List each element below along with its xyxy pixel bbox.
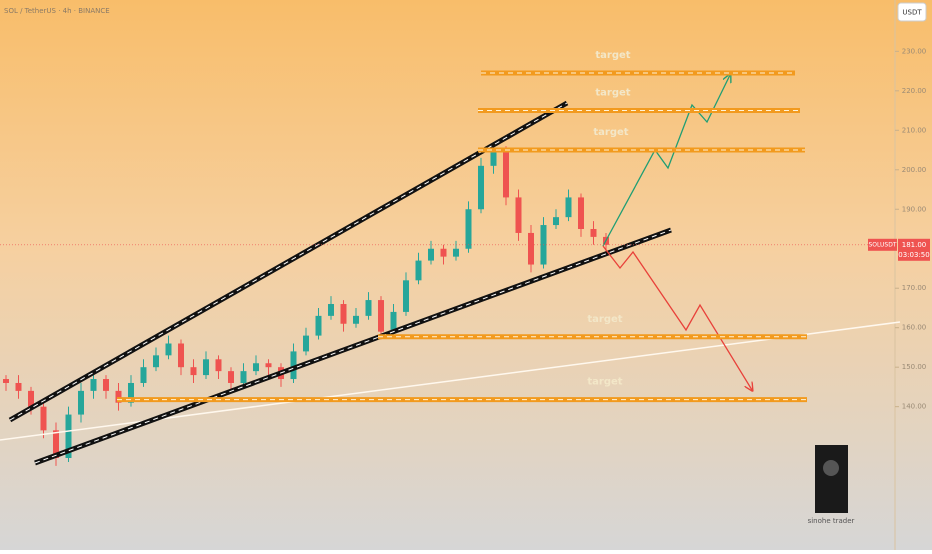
symbol-title: SOL / TetherUS · 4h · BINANCE bbox=[4, 7, 110, 15]
candle-body bbox=[90, 379, 97, 391]
y-tick-label: 150.00 bbox=[902, 363, 927, 371]
candle-body bbox=[353, 315, 359, 324]
candle-body bbox=[65, 414, 72, 458]
y-tick-label: 210.00 bbox=[902, 126, 927, 134]
candle-body bbox=[428, 248, 434, 261]
candle-body bbox=[3, 379, 9, 383]
candle-body bbox=[478, 165, 484, 210]
y-tick-label: 140.00 bbox=[902, 403, 927, 411]
candle-body bbox=[403, 280, 409, 312]
candle-body bbox=[365, 300, 372, 316]
candle-body bbox=[228, 371, 234, 383]
candle-body bbox=[515, 197, 522, 233]
candle-body bbox=[390, 311, 397, 332]
lower-trendline-dash bbox=[34, 229, 672, 464]
candle-body bbox=[115, 390, 122, 403]
candle-body bbox=[528, 232, 534, 265]
bull-path bbox=[602, 75, 730, 247]
candles bbox=[3, 142, 609, 466]
candle-body bbox=[303, 335, 309, 352]
candle-body bbox=[128, 382, 134, 403]
y-tick-label: 160.00 bbox=[902, 324, 927, 332]
upper-trendline-dash bbox=[9, 102, 568, 421]
y-tick-label: 170.00 bbox=[902, 284, 927, 292]
candle-body bbox=[153, 355, 159, 368]
candle-body bbox=[240, 371, 247, 383]
symbol-badge bbox=[868, 238, 897, 251]
candle-body bbox=[253, 363, 259, 372]
candle-body bbox=[328, 304, 334, 316]
target-label: target bbox=[587, 314, 622, 325]
y-tick-label: 220.00 bbox=[902, 87, 927, 95]
symbol-label: SOLUSDT bbox=[868, 241, 896, 248]
last-price-label: 181.00 bbox=[902, 241, 927, 249]
candle-body bbox=[103, 379, 109, 391]
candle-body bbox=[415, 260, 422, 281]
candle-body bbox=[265, 363, 272, 368]
currency-box[interactable] bbox=[897, 2, 927, 22]
target-label: target bbox=[587, 377, 622, 388]
candle-body bbox=[53, 430, 59, 458]
countdown: 03:03:50 bbox=[898, 251, 929, 259]
price-badge bbox=[898, 238, 930, 261]
candle-body bbox=[378, 300, 384, 332]
avatar-face bbox=[823, 460, 839, 476]
target-label: target bbox=[595, 50, 630, 61]
author-avatar bbox=[815, 445, 848, 513]
candle-body bbox=[165, 343, 172, 356]
candle-body bbox=[340, 304, 347, 324]
candle-body bbox=[290, 351, 297, 380]
candle-body bbox=[190, 367, 197, 376]
candle-body bbox=[40, 406, 47, 431]
candle-body bbox=[28, 390, 34, 407]
candle-body bbox=[315, 315, 322, 336]
candle-body bbox=[203, 359, 209, 376]
candle-body bbox=[178, 343, 184, 368]
bear-path bbox=[602, 245, 752, 390]
y-tick-label: 200.00 bbox=[902, 166, 927, 174]
target-label: target bbox=[593, 127, 628, 138]
y-tick-label: 190.00 bbox=[902, 205, 927, 213]
candle-body bbox=[590, 229, 597, 237]
candle-body bbox=[140, 367, 147, 383]
currency[interactable]: USDT bbox=[902, 9, 922, 17]
candle-body bbox=[553, 217, 559, 226]
target-label: target bbox=[595, 88, 630, 99]
y-tick-label: 230.00 bbox=[902, 47, 927, 55]
candle-body bbox=[578, 197, 584, 229]
candle-body bbox=[503, 150, 509, 198]
drawings: target target target target target bbox=[0, 50, 901, 466]
candle-body bbox=[15, 382, 22, 391]
author-name: sinohe trader bbox=[808, 517, 855, 525]
candle-body bbox=[453, 248, 459, 257]
candle-body bbox=[565, 197, 572, 218]
candle-body bbox=[78, 390, 84, 415]
candle-body bbox=[215, 359, 222, 372]
candle-body bbox=[465, 209, 472, 249]
candle-body bbox=[490, 150, 497, 166]
candle-body bbox=[440, 248, 447, 257]
